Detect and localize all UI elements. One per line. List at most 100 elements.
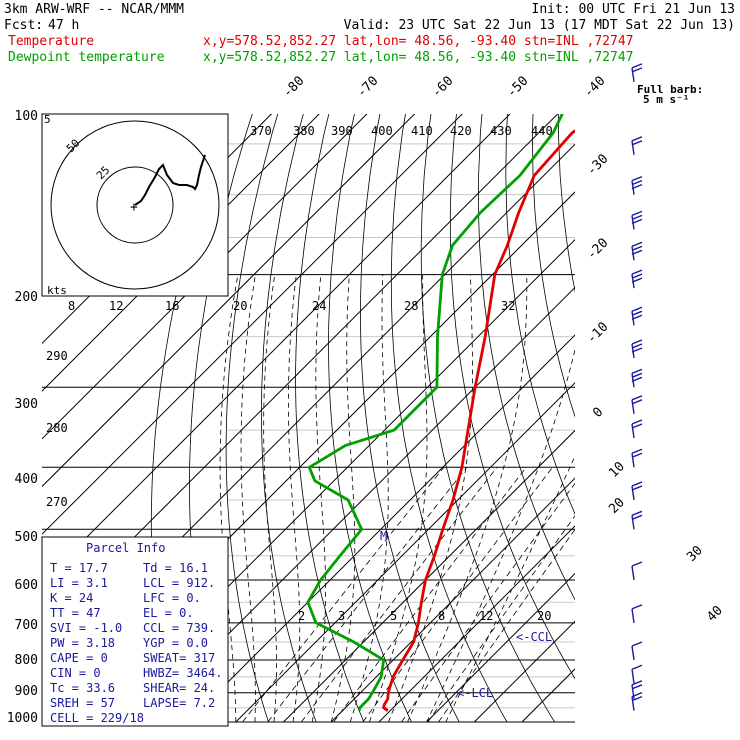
isotherm-label: -20 — [584, 236, 611, 263]
mixing-ratio-label: 32 — [501, 299, 515, 313]
wind-barb — [631, 419, 643, 439]
mixing-ratio-label: 12 — [479, 609, 493, 623]
isotherm-label: 40 — [704, 603, 726, 625]
isotherm-label: -10 — [584, 320, 611, 347]
hodograph-ring — [50, 120, 220, 290]
isotherm-label: 0 — [590, 405, 606, 421]
hodograph-units: kts — [47, 284, 67, 297]
pressure-label-300: 300 — [15, 397, 38, 412]
pressure-axis: 100 200 300 400 500 600 700 800 900 1000 — [7, 109, 38, 726]
wind-barb — [631, 368, 643, 388]
parcel-info-left: SVI = -1.0 — [50, 621, 122, 635]
mixing-ratio-line — [242, 467, 445, 723]
dry-adiabat-line — [225, 114, 279, 723]
parcel-info-left: T = 17.7 — [50, 561, 108, 575]
theta-label: 390 — [331, 124, 353, 138]
mixing-ratio-label: 28 — [404, 299, 418, 313]
wind-barbs — [631, 63, 643, 711]
isotherm-line — [235, 382, 575, 723]
isotherm-label: -40 — [581, 74, 608, 101]
parcel-info-right: CCL = 739. — [143, 621, 215, 635]
moist-adiabat-line — [219, 274, 239, 722]
wind-barb — [631, 339, 643, 359]
wind-barb — [631, 692, 643, 711]
forecast-label: Fcst: — [4, 18, 43, 33]
parcel-info-left: K = 24 — [50, 591, 93, 605]
dry-adiabat-line — [531, 114, 575, 418]
parcel-info-left: PW = 3.18 — [50, 636, 115, 650]
theta-label: 280 — [46, 421, 68, 435]
parcel-info-box — [41, 536, 229, 727]
dry-adiabat-line — [633, 82, 740, 722]
dry-adiabat-line — [608, 82, 740, 722]
mixing-ratio-label: 20 — [233, 299, 247, 313]
parcel-info-right: YGP = 0.0 — [143, 636, 208, 650]
isotherm-label: -80 — [280, 74, 307, 101]
wind-barb — [631, 641, 643, 661]
wind-barb — [631, 510, 643, 530]
pressure-label-700: 700 — [15, 618, 38, 633]
parcel-info-left: TT = 47 — [50, 606, 101, 620]
isotherm-label: -70 — [354, 74, 381, 101]
mixing-ratio-label: 12 — [109, 299, 123, 313]
parcel-info-right: HWBZ= 3464. — [143, 666, 222, 680]
pressure-label-900: 900 — [15, 684, 38, 699]
theta-label: 290 — [46, 349, 68, 363]
isotherm-line — [521, 668, 575, 723]
parcel-info-right: LAPSE= 7.2 — [143, 696, 215, 710]
moist-adiabat-line — [407, 274, 528, 723]
theta-label: 440 — [531, 124, 553, 138]
dry-adiabat-line — [658, 82, 740, 722]
isotherm-line — [330, 477, 575, 723]
dry-adiabat-line — [584, 82, 740, 722]
valid-time: Valid: 23 UTC Sat 22 Jun 13 (17 MDT Sat … — [344, 18, 735, 33]
hodograph-inset: 25 50 5 + kts — [41, 113, 229, 297]
isotherm-label: -30 — [584, 152, 611, 179]
wind-barb — [631, 561, 643, 581]
isotherm-line — [42, 114, 463, 535]
dry-adiabat-line — [449, 114, 575, 680]
pressure-label-400: 400 — [15, 472, 38, 487]
moist-adiabat-line — [426, 347, 575, 723]
mixing-ratio-label: 5 — [390, 609, 397, 623]
legend-temperature-info: x,y=578.52,852.27 lat,lon= 48.56, -93.40… — [203, 34, 633, 49]
isotherm-label: -50 — [504, 74, 531, 101]
marker-m: M — [380, 529, 387, 543]
wind-barb — [631, 210, 643, 230]
mixing-ratio-label: 16 — [165, 299, 179, 313]
mixing-ratio-label: 2 — [298, 609, 305, 623]
theta-label: 410 — [411, 124, 433, 138]
parcel-info-title: Parcel Info — [86, 541, 165, 555]
parcel-info-rows: T = 17.7 Td = 16.1 LI = 3.1 LCL = 912. K = 2… — [50, 561, 222, 725]
moist-adiabat-line — [288, 274, 301, 723]
sounding-profiles — [306, 114, 575, 712]
mixing-ratio-label: 3 — [338, 609, 345, 623]
mixing-ratio-labels: 8 12 16 20 24 28 32 2 3 5 8 12 20 — [68, 299, 551, 623]
pressure-label-200: 200 — [15, 290, 38, 305]
isotherm-label: 30 — [684, 543, 706, 565]
mixing-ratio-line — [427, 515, 575, 723]
mixing-ratio-line — [401, 482, 575, 723]
full-barb-label: Full barb: — [637, 83, 703, 96]
init-time: Init: 00 UTC Fri 21 Jun 13 — [532, 2, 736, 17]
mixing-ratio-line — [333, 467, 527, 723]
legend-dewpoint-info: x,y=578.52,852.27 lat,lon= 48.56, -93.40… — [203, 50, 633, 65]
parcel-info-left: CELL = 229/18 — [50, 711, 144, 725]
wind-barb — [631, 448, 643, 468]
isotherm-line — [42, 114, 511, 583]
parcel-info-right: SHEAR= 24. — [143, 681, 215, 695]
hodograph-trace — [134, 154, 206, 206]
dry-adiabat-line — [505, 114, 575, 515]
model-title: 3km ARW-WRF -- NCAR/MMM — [4, 2, 184, 17]
theta-label: 380 — [293, 124, 315, 138]
hodograph-center-marker: + — [130, 200, 138, 215]
parcel-info-left: SREH = 57 — [50, 696, 115, 710]
parcel-info-left: CIN = 0 — [50, 666, 101, 680]
diagram-grid — [42, 82, 740, 723]
wind-barb — [631, 241, 643, 261]
mixing-ratio-label: 20 — [537, 609, 551, 623]
pressure-label-500: 500 — [15, 530, 38, 545]
dry-adiabat-line — [295, 114, 365, 723]
dry-adiabat-line — [420, 114, 556, 723]
